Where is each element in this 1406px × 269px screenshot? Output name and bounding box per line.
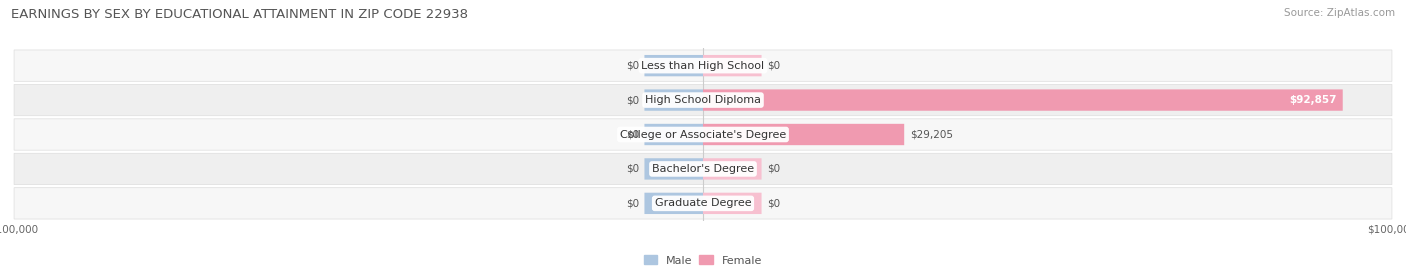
Text: EARNINGS BY SEX BY EDUCATIONAL ATTAINMENT IN ZIP CODE 22938: EARNINGS BY SEX BY EDUCATIONAL ATTAINMEN… — [11, 8, 468, 21]
FancyBboxPatch shape — [14, 153, 1392, 185]
Text: Graduate Degree: Graduate Degree — [655, 198, 751, 208]
Text: $0: $0 — [768, 164, 780, 174]
Text: $29,205: $29,205 — [910, 129, 953, 140]
FancyBboxPatch shape — [644, 193, 703, 214]
FancyBboxPatch shape — [703, 89, 1343, 111]
Text: $92,857: $92,857 — [1289, 95, 1337, 105]
FancyBboxPatch shape — [703, 124, 904, 145]
Text: $0: $0 — [626, 164, 638, 174]
Text: Bachelor's Degree: Bachelor's Degree — [652, 164, 754, 174]
Text: $0: $0 — [768, 198, 780, 208]
FancyBboxPatch shape — [644, 158, 703, 180]
Text: $0: $0 — [768, 61, 780, 71]
Text: College or Associate's Degree: College or Associate's Degree — [620, 129, 786, 140]
Text: High School Diploma: High School Diploma — [645, 95, 761, 105]
Text: $0: $0 — [626, 95, 638, 105]
FancyBboxPatch shape — [644, 55, 703, 76]
Text: Source: ZipAtlas.com: Source: ZipAtlas.com — [1284, 8, 1395, 18]
Text: Less than High School: Less than High School — [641, 61, 765, 71]
FancyBboxPatch shape — [703, 193, 762, 214]
FancyBboxPatch shape — [703, 55, 762, 76]
FancyBboxPatch shape — [703, 158, 762, 180]
Text: $0: $0 — [626, 129, 638, 140]
FancyBboxPatch shape — [14, 188, 1392, 219]
Text: $0: $0 — [626, 61, 638, 71]
FancyBboxPatch shape — [644, 89, 703, 111]
FancyBboxPatch shape — [14, 50, 1392, 81]
FancyBboxPatch shape — [644, 124, 703, 145]
FancyBboxPatch shape — [14, 119, 1392, 150]
Legend: Male, Female: Male, Female — [640, 251, 766, 269]
FancyBboxPatch shape — [14, 84, 1392, 116]
Text: $0: $0 — [626, 198, 638, 208]
